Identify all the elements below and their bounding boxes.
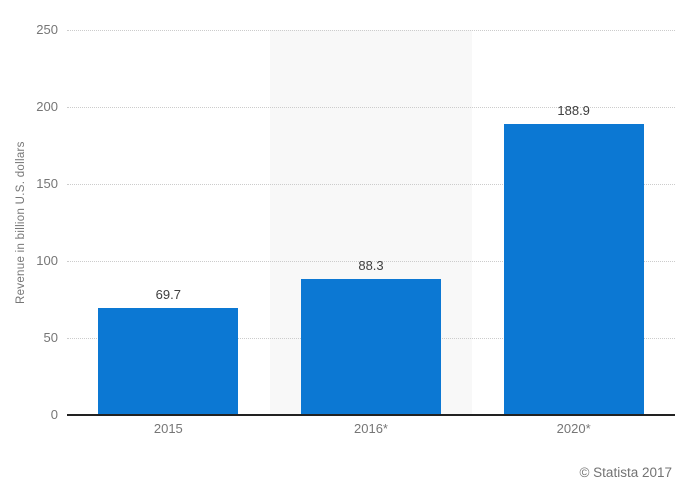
gridline	[67, 261, 675, 262]
gridline	[67, 30, 675, 31]
y-tick-label: 150	[36, 176, 58, 191]
y-tick-label: 100	[36, 253, 58, 268]
bar-value-label: 188.9	[557, 103, 590, 119]
bar	[301, 279, 441, 415]
plot-area: 69.7 88.3 188.9	[67, 30, 675, 416]
y-tick-label: 200	[36, 99, 58, 114]
bar-value-label: 88.3	[358, 258, 384, 274]
y-axis-title: Revenue in billion U.S. dollars	[15, 141, 27, 304]
x-category-label: 2016*	[354, 421, 388, 436]
statista-credit: © Statista 2017	[579, 465, 672, 480]
y-tick-label: 250	[36, 22, 58, 37]
gridline	[67, 184, 675, 185]
x-category-label: 2015	[153, 421, 183, 436]
bar-value-label: 69.7	[155, 286, 181, 302]
gridline	[67, 107, 675, 108]
bar	[503, 124, 644, 415]
y-tick-label: 0	[50, 407, 58, 422]
y-tick-label: 50	[43, 330, 58, 345]
bar	[98, 307, 239, 415]
x-axis-line	[67, 414, 675, 416]
x-category-label: 2020*	[556, 421, 591, 436]
